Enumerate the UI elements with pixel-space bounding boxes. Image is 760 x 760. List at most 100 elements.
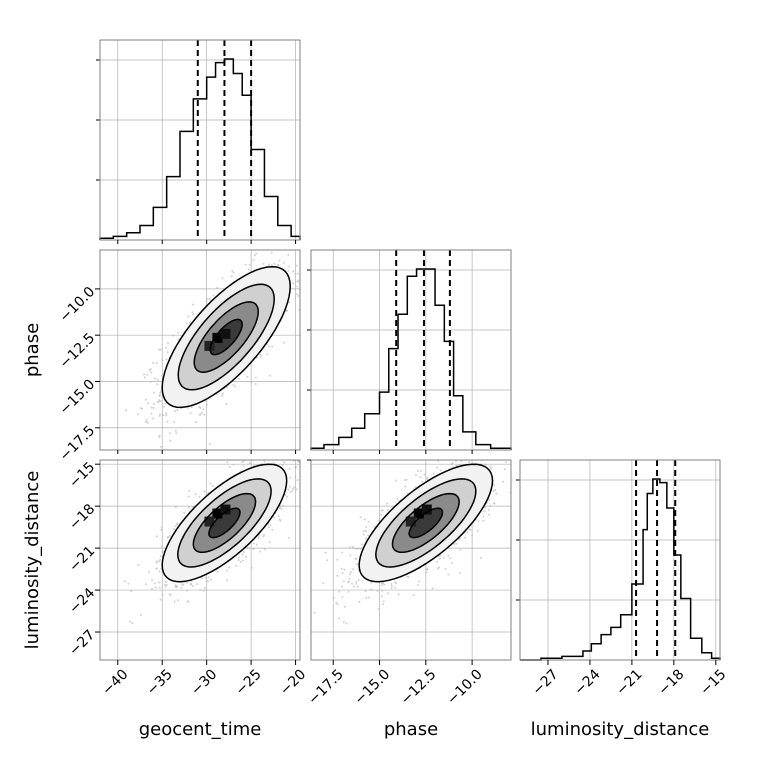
scatter-point [376,589,379,592]
scatter-point [161,550,164,553]
scatter-point [208,298,211,301]
scatter-point [191,585,194,588]
scatter-point [221,394,223,397]
scatter-point [301,464,303,466]
scatter-point [180,586,183,589]
scatter-point [174,429,177,432]
y-tick-label: −17.5 [57,423,99,465]
scatter-point [253,254,256,257]
scatter-point [501,456,503,458]
scatter-point [338,590,341,593]
scatter-point [438,566,441,569]
scatter-point [253,542,255,545]
scatter-point [166,536,169,539]
panel-content [100,246,306,450]
x-tick-label: −30 [188,666,220,698]
scatter-point [225,569,228,572]
scatter-point [195,421,198,424]
scatter-point [479,556,482,559]
scatter-point [158,348,160,351]
scatter-point [263,548,266,551]
scatter-point [468,460,471,463]
scatter-point [216,393,219,396]
scatter-point [278,259,281,262]
scatter-point [292,487,295,490]
scatter-point [291,246,293,248]
scatter-point [160,445,162,448]
scatter-point [192,313,195,316]
scatter-point [150,371,153,374]
scatter-point [436,560,439,563]
scatter-point [228,566,231,569]
scatter-point [183,511,186,514]
scatter-point [494,489,497,491]
scatter-point [447,554,450,557]
scatter-point [485,455,487,457]
scatter-point [354,557,357,560]
scatter-point [288,485,291,488]
density-peak [212,332,223,343]
panel-frame [310,249,512,451]
y-tick-label: −27 [66,627,98,659]
scatter-point [268,263,271,266]
y-tick-label: −10.0 [57,284,99,326]
scatter-point [382,603,384,606]
scatter-point [287,253,290,256]
scatter-point [304,271,306,273]
scatter-point [449,557,452,560]
contour-line [358,463,494,583]
panel-frame [99,249,301,451]
scatter-point [455,464,458,467]
scatter-point [472,457,474,459]
scatter-point [270,264,273,267]
scatter-point [460,460,463,463]
scatter-point [396,497,399,500]
scatter-point [270,251,273,254]
scatter-point [367,596,370,599]
scatter-point [198,495,201,498]
scatter-point [246,375,249,378]
scatter-point [381,582,384,585]
scatter-point [447,573,450,576]
scatter-point [279,505,282,508]
scatter-point [303,468,305,470]
scatter-point [144,420,147,423]
contour-line [177,478,272,568]
scatter-point [523,448,525,450]
scatter-point [164,585,167,588]
scatter-point [294,466,297,469]
scatter-point [418,580,421,583]
scatter-point [292,282,295,285]
contour-line [193,301,259,373]
scatter-point [147,402,150,405]
scatter-point [156,379,159,381]
hist-step-phase [310,268,512,450]
scatter-point [156,401,159,403]
scatter-point [277,264,280,267]
scatter-point [145,583,147,586]
scatter-point [335,601,338,604]
scatter-point [173,600,176,603]
density-peak [405,516,416,527]
scatter-point [221,277,224,280]
scatter-point [454,457,456,459]
scatter-point [245,450,247,452]
scatter-point [130,590,133,593]
scatter-point [232,271,235,274]
scatter-point [129,620,132,623]
scatter-point [397,593,400,596]
scatter-point [466,531,469,534]
scatter-point [175,432,178,435]
scatter-point [348,577,351,580]
scatter-point [185,589,188,592]
scatter-point [302,486,304,488]
scatter-point [162,414,165,417]
scatter-point [256,543,258,546]
x-tick-label: −24 [571,666,603,698]
scatter-point [159,558,162,561]
scatter-point [336,603,339,606]
scatter-point [405,478,408,481]
scatter-point [288,265,291,268]
scatter-point [177,331,179,334]
scatter-point [154,586,157,589]
